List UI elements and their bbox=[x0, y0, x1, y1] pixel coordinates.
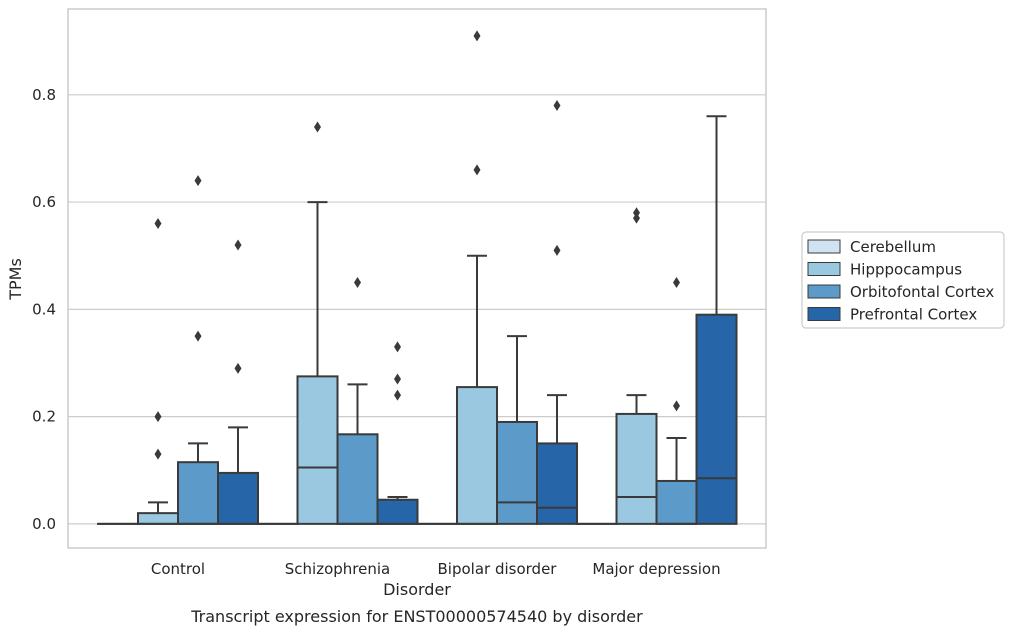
legend-swatch bbox=[807, 307, 841, 321]
legend-label: Hipppocampus bbox=[850, 261, 962, 279]
box-body bbox=[137, 512, 179, 525]
box-orbitofontal-cortex bbox=[177, 175, 219, 525]
outlier-point bbox=[673, 400, 680, 412]
y-tick-label: 0.4 bbox=[32, 300, 56, 318]
box-body bbox=[655, 479, 698, 525]
legend: Cerebellum Hipppocampus Orbitofontal Corte… bbox=[801, 231, 1005, 329]
legend-label: Prefrontal Cortex bbox=[850, 306, 977, 324]
boxes bbox=[97, 30, 738, 525]
outlier-point bbox=[234, 239, 242, 251]
outlier-point bbox=[473, 164, 481, 176]
box-body bbox=[456, 386, 498, 525]
chart-caption: Transcript expression for ENST0000057454… bbox=[190, 607, 643, 626]
legend-label: Cerebellum bbox=[850, 238, 936, 256]
box-body bbox=[177, 461, 219, 525]
outlier-point bbox=[154, 411, 162, 423]
outlier-point bbox=[394, 341, 401, 353]
y-tick-label: 0.0 bbox=[32, 515, 56, 533]
x-tick-label: Schizophrenia bbox=[285, 560, 390, 578]
box-hipppocampus bbox=[615, 207, 658, 525]
box-hipppocampus bbox=[137, 218, 179, 525]
outlier-point bbox=[354, 277, 361, 289]
plot-frame bbox=[67, 8, 767, 549]
tick-labels: 0.0 0.2 0.4 0.6 0.8 Control Schizophrenia Bipol… bbox=[32, 86, 720, 578]
legend-frame bbox=[801, 231, 1005, 329]
outlier-point bbox=[234, 362, 242, 374]
outlier-point bbox=[673, 277, 680, 289]
outlier-point bbox=[633, 207, 640, 219]
outlier-point bbox=[154, 448, 162, 460]
x-tick-label: Bipolar disorder bbox=[438, 560, 558, 578]
outlier-point bbox=[553, 100, 561, 112]
legend-swatch bbox=[807, 262, 841, 276]
outlier-point bbox=[394, 389, 401, 401]
box-prefrontal-cortex bbox=[536, 100, 578, 525]
outlier-point bbox=[154, 218, 162, 230]
legend-label: Orbitofontal Cortex bbox=[850, 283, 994, 301]
outlier-point bbox=[473, 30, 481, 42]
x-tick-label: Major depression bbox=[592, 560, 720, 578]
x-tick-label: Control bbox=[151, 560, 205, 578]
box-body bbox=[376, 498, 419, 525]
y-tick-label: 0.6 bbox=[32, 193, 56, 211]
box-body bbox=[536, 442, 578, 525]
box-prefrontal-cortex bbox=[376, 341, 419, 525]
box-body bbox=[336, 433, 379, 525]
box-prefrontal-cortex bbox=[695, 115, 738, 525]
box-prefrontal-cortex bbox=[217, 239, 259, 525]
y-axis-label: TPMs bbox=[6, 258, 25, 301]
legend-swatch bbox=[807, 284, 841, 299]
gridlines bbox=[68, 94, 766, 525]
y-tick-label: 0.2 bbox=[32, 408, 56, 426]
box-body bbox=[695, 313, 738, 525]
box-body bbox=[296, 375, 339, 525]
box-body bbox=[615, 412, 658, 525]
box-hipppocampus bbox=[456, 30, 498, 525]
outlier-point bbox=[194, 330, 202, 342]
legend-swatch bbox=[807, 239, 841, 254]
outlier-point bbox=[194, 175, 202, 187]
box-body bbox=[496, 420, 538, 525]
box-orbitofontal-cortex bbox=[655, 277, 698, 525]
outlier-point bbox=[553, 244, 561, 256]
outlier-point bbox=[314, 121, 321, 133]
box-orbitofontal-cortex bbox=[336, 277, 379, 525]
x-axis-label: Disorder bbox=[383, 580, 451, 599]
box-orbitofontal-cortex bbox=[496, 335, 538, 525]
y-tick-label: 0.8 bbox=[32, 86, 56, 104]
box-hipppocampus bbox=[296, 121, 339, 525]
box-body bbox=[217, 471, 259, 525]
outlier-point bbox=[394, 373, 401, 385]
